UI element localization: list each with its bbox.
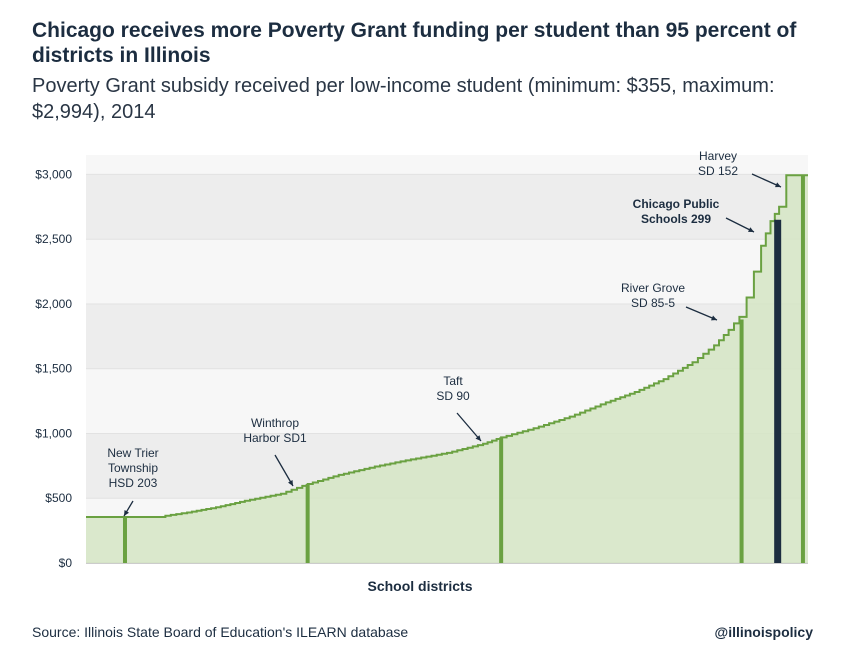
source-note: Source: Illinois State Board of Educatio… bbox=[32, 624, 409, 640]
distribution-line bbox=[86, 174, 808, 519]
highlight-label: Taft SD 90 bbox=[436, 374, 470, 403]
highlight-label: New Trier Township HSD 203 bbox=[107, 446, 158, 490]
highlight-bars bbox=[122, 175, 805, 563]
y-tick-label: $2,000 bbox=[35, 297, 72, 311]
grid-band bbox=[86, 303, 808, 369]
highlight-label: River Grove SD 85-5 bbox=[621, 281, 685, 310]
highlight-label: Chicago Public Schools 299 bbox=[633, 197, 720, 226]
x-axis-label: School districts bbox=[367, 578, 472, 594]
y-tick-label: $1,500 bbox=[35, 362, 72, 376]
highlight-bar bbox=[499, 437, 504, 563]
highlight-bar bbox=[122, 517, 127, 563]
label-pointer bbox=[274, 454, 294, 487]
grid-band bbox=[86, 155, 808, 175]
y-tick-label: $3,000 bbox=[35, 167, 72, 181]
highlight-bar bbox=[305, 483, 310, 563]
pointer-arrowhead bbox=[711, 315, 717, 321]
highlight-bar bbox=[739, 319, 744, 563]
highlight-label: Winthrop Harbor SD1 bbox=[243, 416, 307, 445]
y-tick-label: $500 bbox=[45, 491, 72, 505]
label-pointer bbox=[685, 306, 718, 321]
label-pointer bbox=[456, 412, 482, 442]
highlight-bar bbox=[774, 219, 782, 563]
grid-band bbox=[86, 174, 808, 240]
y-tick-label: $0 bbox=[59, 556, 73, 570]
grid-band bbox=[86, 239, 808, 304]
y-tick-label: $2,500 bbox=[35, 232, 72, 246]
highlight-labels: New Trier Township HSD 203 Winthrop Harbor S… bbox=[107, 149, 782, 517]
pointer-arrowhead bbox=[475, 435, 481, 441]
highlight-bar bbox=[800, 175, 805, 563]
pointer-arrowhead bbox=[775, 182, 781, 188]
chart-subtitle: Poverty Grant subsidy received per low-i… bbox=[32, 75, 775, 123]
pointer-arrowhead bbox=[124, 510, 130, 516]
pointer-arrowhead bbox=[288, 480, 293, 486]
y-tick-label: $1,000 bbox=[35, 426, 72, 440]
pointer-arrowhead bbox=[748, 227, 754, 232]
social-handle: @illinoispolicy bbox=[714, 624, 813, 640]
distribution-area bbox=[86, 175, 808, 563]
chart-title: Chicago receives more Poverty Grant fund… bbox=[32, 19, 797, 67]
highlight-label: Harvey SD 152 bbox=[698, 149, 738, 178]
